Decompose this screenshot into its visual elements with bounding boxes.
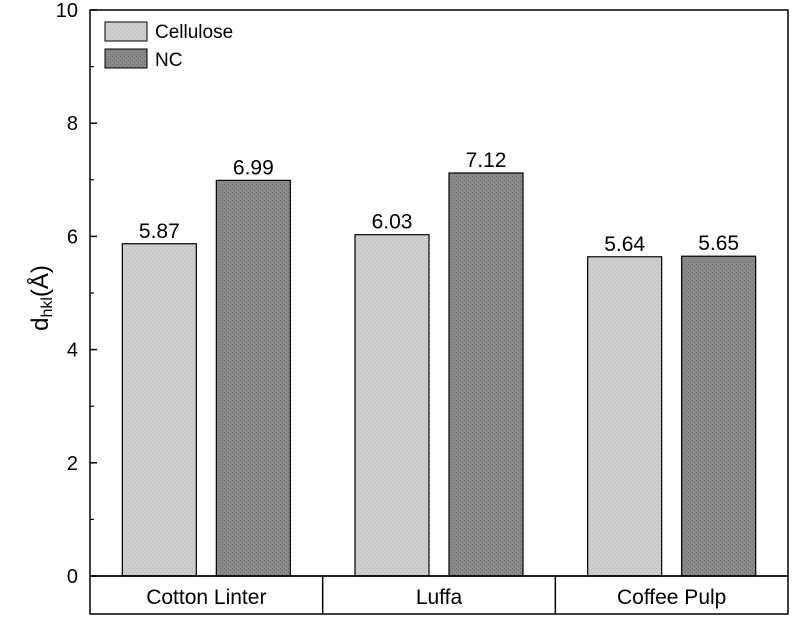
bar-value-label: 7.12 (466, 149, 507, 172)
legend-swatch-nc (104, 48, 148, 69)
bar-nc (215, 179, 291, 577)
category-box (89, 575, 789, 615)
axes-layer (89, 9, 789, 615)
bar-nc (448, 172, 524, 577)
y-tick-label: 10 (56, 0, 78, 22)
legend-label-nc: NC (155, 50, 182, 71)
y-axis-label-sub: hkl (39, 297, 56, 317)
y-axis-label-unit: (Å) (26, 265, 54, 297)
bar-value-label: 5.64 (604, 233, 645, 256)
y-tick-label: 0 (67, 566, 78, 588)
bar-value-label: 5.87 (139, 220, 180, 243)
bar-cellulose (587, 256, 663, 577)
category-label: Coffee Pulp (617, 586, 726, 609)
y-tick-label: 8 (67, 113, 78, 135)
legend-swatch-cellulose (104, 21, 148, 42)
y-tick-label: 2 (67, 453, 78, 475)
bar-value-label: 6.99 (233, 156, 274, 179)
bars-layer (121, 172, 757, 577)
bar-value-label: 5.65 (698, 232, 739, 255)
legend-label-cellulose: Cellulose (155, 22, 233, 43)
svg-text:dhkl(Å): dhkl(Å) (26, 265, 56, 331)
labels-layer: 0 2 4 6 8 10 5.87 6.99 Cotton Linter 6.03 7.12 Luff… (56, 0, 739, 609)
category-label: Luffa (416, 586, 463, 609)
legend: Cellulose NC (104, 21, 233, 71)
bar-value-label: 6.03 (372, 211, 413, 234)
bar-cellulose (121, 243, 197, 577)
y-axis-label-main: d (27, 318, 54, 331)
y-tick-label: 4 (67, 340, 78, 362)
bar-cellulose (354, 234, 430, 577)
y-axis-label: dhkl(Å) (26, 265, 56, 331)
category-label: Cotton Linter (146, 586, 266, 609)
y-tick-label: 6 (67, 226, 78, 248)
bar-nc (681, 255, 757, 577)
